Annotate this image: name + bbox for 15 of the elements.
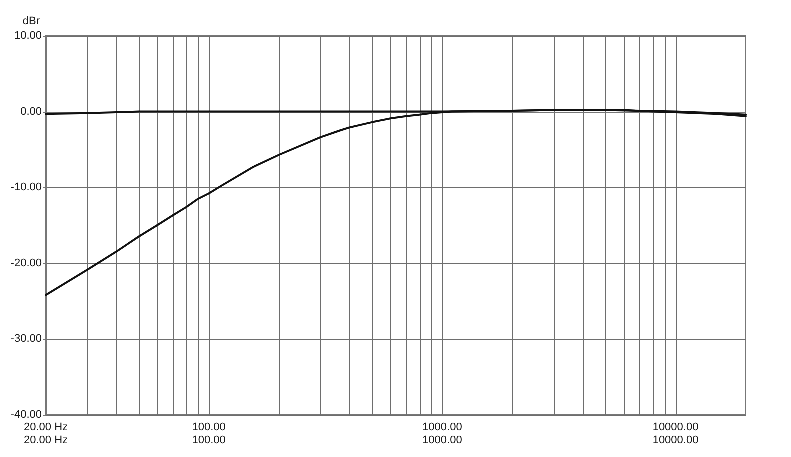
- y-tick-label: 0.00: [20, 106, 42, 118]
- y-tick-label: 10.00: [14, 30, 42, 42]
- text: 1000.00: [422, 434, 462, 446]
- y-tick-label: -10.00: [10, 182, 42, 194]
- y-tick-label: -30.00: [10, 333, 42, 346]
- y-tick-label: -20.00: [10, 257, 42, 270]
- x-tick-label: 10000.00: [652, 422, 699, 434]
- x-tick-label: 1000.00: [422, 422, 462, 434]
- x-tick-label: 100.00: [192, 422, 226, 434]
- y-axis-title: dBr: [22, 16, 40, 28]
- text: 10000.00: [652, 434, 699, 446]
- y-tick-label: -40.00: [10, 409, 42, 421]
- text: 20.00 Hz: [24, 434, 68, 446]
- text: 100.00: [192, 434, 226, 446]
- x-tick-label: 20.00 Hz: [24, 422, 68, 434]
